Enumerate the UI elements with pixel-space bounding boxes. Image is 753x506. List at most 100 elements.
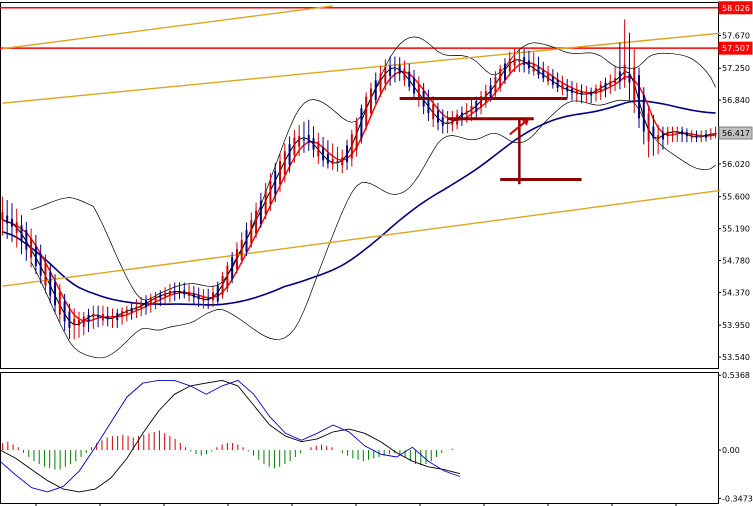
candle-body[interactable] — [705, 134, 708, 138]
candle-body[interactable] — [369, 88, 372, 114]
candle-body[interactable] — [652, 126, 655, 139]
candle-body[interactable] — [518, 60, 521, 62]
candle-body[interactable] — [494, 76, 497, 93]
candle-body[interactable] — [379, 73, 382, 92]
candle-body[interactable] — [709, 133, 712, 137]
candle-body[interactable] — [671, 131, 674, 134]
candle-body[interactable] — [403, 68, 406, 81]
candle-body[interactable] — [1, 212, 4, 221]
candle-body[interactable] — [657, 134, 660, 140]
candle-body[interactable] — [628, 73, 631, 83]
candle-body[interactable] — [312, 138, 315, 150]
candle-body[interactable] — [25, 230, 28, 250]
candle-body[interactable] — [666, 131, 669, 137]
candle-body[interactable] — [68, 311, 71, 328]
candle-body[interactable] — [279, 161, 282, 185]
candle-body[interactable] — [322, 147, 325, 161]
candle-body[interactable] — [341, 157, 344, 166]
candle-body[interactable] — [245, 230, 248, 252]
candle-body[interactable] — [216, 285, 219, 302]
candle-body[interactable] — [547, 73, 550, 82]
candle-body[interactable] — [623, 64, 626, 81]
candle-body[interactable] — [633, 67, 636, 103]
candle-body[interactable] — [360, 108, 363, 139]
candle-body[interactable] — [527, 60, 530, 69]
candle-body[interactable] — [30, 238, 33, 258]
candle-body[interactable] — [355, 121, 358, 150]
candle-body[interactable] — [417, 84, 420, 100]
candle-body[interactable] — [413, 77, 416, 94]
candle-body[interactable] — [446, 121, 449, 123]
candle-body[interactable] — [39, 254, 42, 276]
candle-body[interactable] — [73, 318, 76, 326]
candle-body[interactable] — [207, 298, 210, 300]
candle-body[interactable] — [484, 91, 487, 103]
candle-body[interactable] — [44, 262, 47, 286]
macd-line-2[interactable] — [0, 379, 461, 493]
candle-body[interactable] — [389, 66, 392, 77]
candle-body[interactable] — [384, 67, 387, 84]
candle-body[interactable] — [259, 200, 262, 224]
macd-pane[interactable] — [0, 372, 719, 506]
candle-body[interactable] — [240, 240, 243, 261]
candle-body[interactable] — [283, 151, 286, 175]
candle-body[interactable] — [408, 71, 411, 87]
candle-body[interactable] — [293, 137, 296, 155]
candle-body[interactable] — [638, 75, 641, 119]
candle-body[interactable] — [77, 320, 80, 326]
candle-body[interactable] — [681, 130, 684, 135]
candle-body[interactable] — [350, 134, 353, 159]
candle-body[interactable] — [604, 82, 607, 90]
candle-body[interactable] — [614, 77, 617, 84]
candle-body[interactable] — [255, 210, 258, 234]
candle-body[interactable] — [144, 300, 147, 307]
annotation-arrow-head[interactable] — [521, 118, 529, 126]
candle-body[interactable] — [460, 112, 463, 120]
candle-body[interactable] — [164, 292, 167, 297]
candle-body[interactable] — [140, 303, 143, 309]
candle-body[interactable] — [326, 153, 329, 164]
candle-body[interactable] — [10, 218, 13, 227]
candle-body[interactable] — [508, 58, 511, 72]
candle-body[interactable] — [575, 90, 578, 95]
candle-body[interactable] — [346, 145, 349, 163]
candle-body[interactable] — [49, 272, 52, 296]
candle-body[interactable] — [97, 315, 100, 318]
candle-body[interactable] — [661, 133, 664, 140]
candle-body[interactable] — [561, 83, 564, 90]
candle-body[interactable] — [125, 309, 128, 314]
candle-body[interactable] — [159, 294, 162, 299]
candle-body[interactable] — [556, 80, 559, 88]
candle-body[interactable] — [173, 290, 176, 294]
price-pane[interactable] — [0, 2, 721, 369]
candle-body[interactable] — [135, 306, 138, 311]
candle-body[interactable] — [34, 246, 37, 266]
candle-body[interactable] — [197, 295, 200, 300]
candle-body[interactable] — [594, 88, 597, 94]
candle-body[interactable] — [116, 312, 119, 321]
candle-body[interactable] — [106, 315, 109, 319]
candle-body[interactable] — [427, 97, 430, 114]
candle-body[interactable] — [676, 131, 679, 133]
candle-body[interactable] — [183, 290, 186, 295]
candle-body[interactable] — [465, 110, 468, 115]
candle-body[interactable] — [398, 65, 401, 74]
candle-body[interactable] — [302, 139, 305, 141]
trend-line[interactable] — [2, 32, 721, 104]
candle-body[interactable] — [307, 134, 310, 144]
candle-body[interactable] — [87, 315, 90, 322]
candle-body[interactable] — [566, 86, 569, 92]
candle-body[interactable] — [188, 292, 191, 296]
candle-body[interactable] — [58, 291, 61, 315]
candle-body[interactable] — [101, 313, 104, 321]
candle-body[interactable] — [441, 117, 444, 126]
candle-body[interactable] — [317, 141, 320, 157]
candle-body[interactable] — [690, 133, 693, 138]
candle-body[interactable] — [700, 135, 703, 138]
candle-body[interactable] — [221, 275, 224, 295]
candle-body[interactable] — [590, 91, 593, 96]
candle-body[interactable] — [436, 110, 439, 123]
candle-body[interactable] — [393, 69, 396, 71]
candle-body[interactable] — [551, 76, 554, 85]
candle-body[interactable] — [192, 293, 195, 298]
